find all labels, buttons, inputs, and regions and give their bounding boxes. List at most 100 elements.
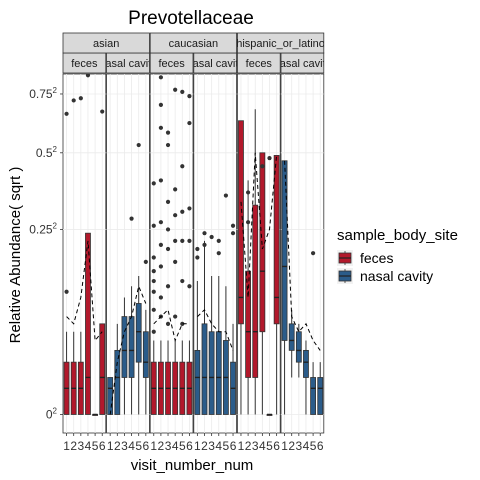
- legend-label-feces: feces: [360, 250, 393, 266]
- box: [215, 331, 222, 415]
- strip-ethnicity-label: caucasian: [169, 38, 219, 50]
- x-tick-label: 2: [158, 439, 165, 453]
- outlier-point: [260, 164, 265, 169]
- mean-trend-line: [153, 308, 190, 343]
- facet-panel-hispanic_or_latino-nasal-cavity: nasal cavity: [280, 52, 325, 434]
- x-tick-label: 3: [77, 439, 84, 453]
- x-tick-label: 2: [70, 439, 77, 453]
- outlier-point: [173, 87, 178, 92]
- x-tick-label: 6: [186, 439, 193, 453]
- facet-panel-asian-feces: feces: [62, 52, 107, 434]
- x-tick-label: 6: [273, 439, 280, 453]
- outlier-point: [180, 278, 185, 284]
- outlier-point: [165, 199, 171, 204]
- outlier-point: [158, 75, 163, 80]
- outlier-point: [78, 96, 83, 101]
- mean-trend-line: [197, 308, 234, 351]
- x-tick-label: 4: [85, 439, 92, 453]
- y-axis: 02 0.252 0.52 0.752: [29, 86, 63, 421]
- outlier-point: [180, 321, 185, 326]
- outlier-point: [158, 125, 163, 130]
- y-tick-label: 0.52: [36, 145, 58, 160]
- outlier-point: [64, 111, 69, 116]
- panel-background: [280, 73, 325, 434]
- panel-marks: [194, 193, 236, 415]
- outlier-point: [129, 216, 134, 221]
- box: [281, 160, 288, 341]
- box: [201, 323, 208, 415]
- outlier-point: [151, 307, 156, 312]
- box: [121, 316, 128, 378]
- x-tick-label: 4: [128, 439, 135, 453]
- panel-background: [193, 73, 238, 434]
- panel-marks: [150, 75, 193, 415]
- x-tick-label: 6: [142, 439, 149, 453]
- outlier-point: [151, 223, 156, 228]
- outlier-point: [158, 295, 163, 300]
- strip-site-label: feces: [158, 58, 185, 70]
- panel-marks: [238, 109, 280, 416]
- strip-ethnicity-label: asian: [93, 38, 119, 50]
- outlier-point: [267, 155, 272, 161]
- outlier-point: [216, 238, 221, 244]
- x-tick-label: 1: [107, 439, 114, 453]
- legend-key: [337, 250, 353, 266]
- box: [252, 204, 259, 378]
- x-axis-title: visit_number_num: [131, 457, 254, 474]
- panel-marks: [281, 160, 324, 415]
- x-tick-label: 5: [310, 439, 317, 453]
- outlier-point: [173, 187, 178, 192]
- mean-trend-line: [240, 152, 278, 298]
- outlier-point: [173, 238, 178, 244]
- box: [85, 232, 91, 415]
- x-tick-label: 5: [223, 439, 230, 453]
- outlier-point: [158, 102, 163, 107]
- outlier-point: [187, 120, 192, 126]
- x-tick-label: 1: [63, 439, 70, 453]
- x-tick-label: 3: [252, 439, 259, 453]
- x-tick-label: 3: [208, 439, 215, 453]
- outlier-point: [151, 255, 156, 260]
- outlier-point: [165, 227, 171, 232]
- x-tick-label: 3: [295, 439, 302, 453]
- chart-title: Prevotellaceae: [128, 8, 254, 29]
- outlier-point: [230, 223, 236, 228]
- facet-panel-caucasian-nasal-cavity: nasal cavity: [193, 52, 238, 434]
- x-tick-label: 1: [150, 439, 157, 453]
- strip-ethnicity: [62, 32, 150, 54]
- panel-background: [149, 73, 194, 434]
- x-tick-label: 6: [99, 439, 106, 453]
- outlier-point: [165, 142, 171, 148]
- x-tick-label: 1: [281, 439, 288, 453]
- x-tick-label: 5: [266, 439, 273, 453]
- strip-site-label: feces: [246, 58, 273, 70]
- outlier-point: [187, 206, 192, 211]
- x-tick-label: 5: [92, 439, 99, 453]
- outlier-point: [209, 234, 214, 240]
- outlier-point: [187, 238, 192, 244]
- y-tick-label: 02: [46, 406, 58, 421]
- outlier-point: [64, 289, 69, 294]
- outlier-point: [187, 284, 192, 289]
- box: [317, 377, 324, 415]
- outlier-point: [202, 231, 207, 236]
- x-tick-label: 4: [215, 439, 222, 453]
- box: [107, 377, 114, 415]
- x-tick-label: 3: [121, 439, 128, 453]
- box: [142, 331, 149, 378]
- x-tick-label: 3: [165, 439, 172, 453]
- mean-trend-line: [284, 160, 321, 351]
- x-tick-label: 2: [245, 439, 252, 453]
- panel-marks: [107, 142, 149, 415]
- mean-trend-line: [66, 240, 103, 342]
- outlier-point: [143, 259, 148, 264]
- panel-background: [62, 73, 107, 434]
- box: [310, 377, 316, 415]
- outlier-point: [151, 329, 156, 334]
- x-tick-label: 6: [230, 439, 237, 453]
- y-axis-title: Relative Abundance( sqrt ): [7, 167, 24, 344]
- facet-panel-caucasian-feces: feces: [149, 52, 194, 434]
- outlier-point: [158, 178, 163, 183]
- box: [128, 316, 135, 378]
